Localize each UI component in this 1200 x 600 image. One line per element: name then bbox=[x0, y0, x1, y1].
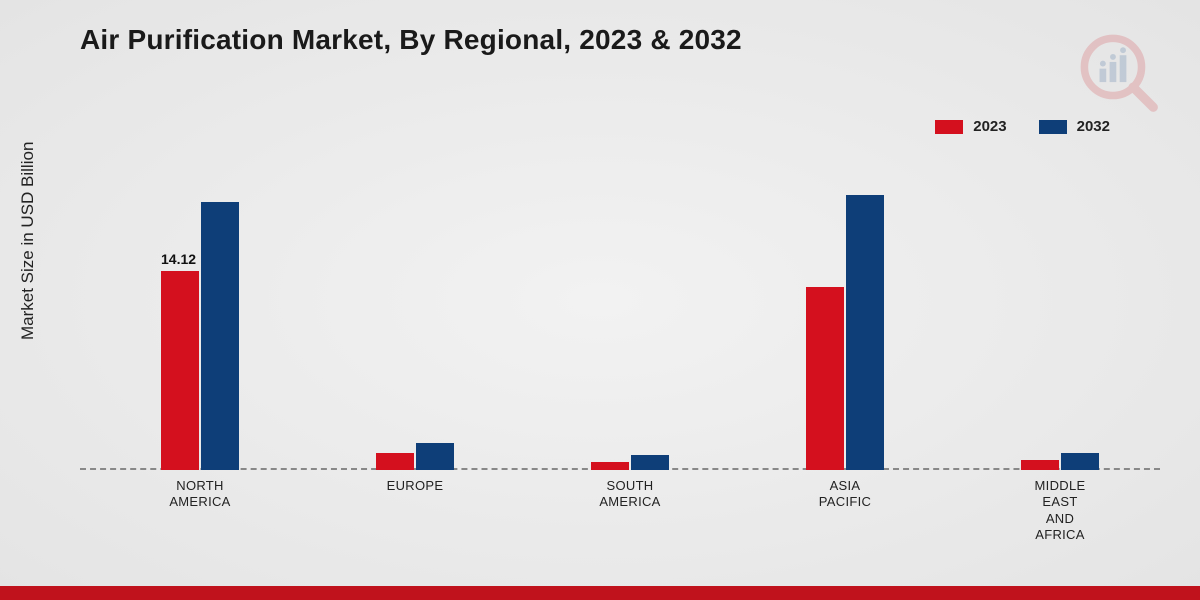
legend-item-2023: 2023 bbox=[935, 118, 1006, 135]
bar-2023-eu bbox=[376, 453, 414, 470]
x-label-mea: MIDDLEEASTANDAFRICA bbox=[1000, 478, 1120, 543]
x-axis-labels: NORTHAMERICA EUROPE SOUTHAMERICA ASIAPACIFI… bbox=[80, 478, 1160, 558]
legend-item-2032: 2032 bbox=[1039, 118, 1110, 135]
x-label-na: NORTHAMERICA bbox=[140, 478, 260, 511]
watermark-logo bbox=[1076, 30, 1160, 114]
bar-2023-mea bbox=[1021, 460, 1059, 470]
legend-swatch-2032 bbox=[1039, 120, 1067, 134]
bar-group-na: 14.12 bbox=[161, 202, 239, 470]
legend-swatch-2023 bbox=[935, 120, 963, 134]
bar-2023-ap bbox=[806, 287, 844, 470]
x-label-ap: ASIAPACIFIC bbox=[785, 478, 905, 511]
footer-accent-bar bbox=[0, 586, 1200, 600]
bar-group-sa bbox=[591, 455, 669, 471]
legend-label-2032: 2032 bbox=[1077, 118, 1110, 135]
bar-2032-eu bbox=[416, 443, 454, 470]
bar-2023-sa bbox=[591, 462, 629, 470]
legend-label-2023: 2023 bbox=[973, 118, 1006, 135]
x-label-sa: SOUTHAMERICA bbox=[570, 478, 690, 511]
bar-value-label-na: 14.12 bbox=[161, 251, 196, 267]
chart-canvas: Air Purification Market, By Regional, 20… bbox=[0, 0, 1200, 600]
plot-area: 14.12 bbox=[80, 160, 1160, 470]
x-label-eu: EUROPE bbox=[355, 478, 475, 494]
bar-group-eu bbox=[376, 443, 454, 470]
bar-group-mea bbox=[1021, 453, 1099, 470]
y-axis-label: Market Size in USD Billion bbox=[18, 142, 38, 340]
bar-2032-sa bbox=[631, 455, 669, 471]
bar-2023-na bbox=[161, 271, 199, 470]
bar-group-ap bbox=[806, 195, 884, 470]
chart-title: Air Purification Market, By Regional, 20… bbox=[80, 24, 742, 56]
legend: 2023 2032 bbox=[935, 118, 1110, 135]
bar-2032-mea bbox=[1061, 453, 1099, 470]
bar-2032-ap bbox=[846, 195, 884, 470]
bar-2032-na bbox=[201, 202, 239, 470]
